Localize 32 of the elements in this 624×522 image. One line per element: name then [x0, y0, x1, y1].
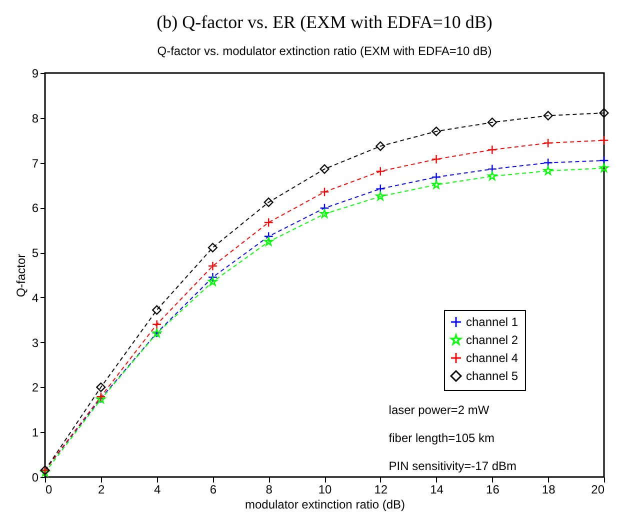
chart-subtitle: Q-factor vs. modulator extinction ratio (EXM with EDFA=10 dB) [157, 44, 492, 58]
x-tick-label: 6 [210, 482, 217, 496]
x-tick-label: 4 [154, 482, 161, 496]
legend-label: channel 5 [466, 369, 518, 383]
y-tick-label: 5 [32, 246, 39, 260]
y-tick-label: 6 [32, 201, 39, 216]
x-tick-label: 14 [430, 482, 444, 496]
annotation: PIN sensitivity=-17 dBm [388, 459, 517, 473]
x-tick-label: 8 [266, 482, 273, 496]
x-tick-label: 16 [486, 482, 500, 496]
legend-label: channel 2 [466, 333, 518, 347]
y-tick-label: 4 [32, 290, 39, 305]
chart-title: (b) Q-factor vs. ER (EXM with EDFA=10 dB) [156, 12, 492, 32]
y-tick-label: 1 [32, 426, 39, 440]
y-tick-label: 2 [32, 380, 39, 395]
legend-label: channel 4 [466, 351, 518, 365]
y-tick-label: 7 [32, 156, 39, 170]
x-tick-label: 0 [46, 482, 52, 496]
x-tick-label: 20 [591, 482, 605, 496]
x-tick-label: 18 [542, 482, 556, 496]
y-tick-label: 8 [32, 111, 39, 126]
annotation: fiber length=105 km [388, 431, 495, 445]
x-tick-label: 2 [98, 482, 106, 496]
x-tick-label: 10 [318, 482, 332, 496]
x-tick-label: 12 [374, 482, 388, 496]
y-axis-title: Q-factor [14, 254, 28, 298]
y-tick-label: 0 [32, 470, 39, 484]
y-tick-label: 9 [32, 66, 39, 80]
y-tick-label: 3 [32, 336, 39, 350]
x-axis-title: modulator extinction ratio (dB) [244, 498, 406, 512]
annotation: laser power=2 mW [388, 403, 490, 417]
legend-label: channel 1 [466, 315, 518, 329]
